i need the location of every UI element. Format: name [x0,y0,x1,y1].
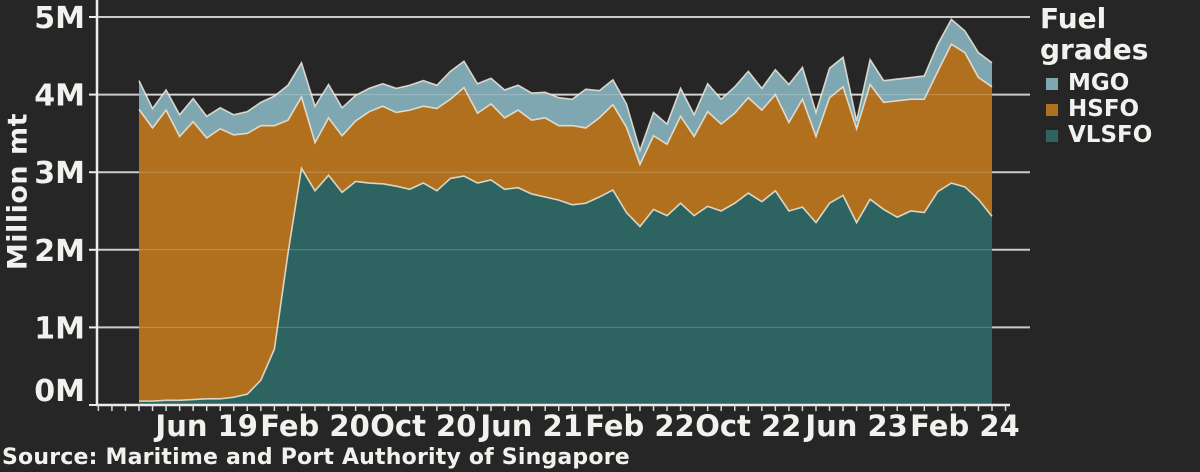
y-tick-label: 3M [34,156,85,191]
area-vlsfo [139,168,992,405]
area-edge-mgo [138,18,993,154]
legend-items: MGO HSFO VLSFO [1038,71,1200,149]
legend-item-hsfo: HSFO [1046,97,1200,123]
legend: Fuel grades MGO HSFO VLSFO [1038,2,1200,149]
area-mgo [139,19,992,165]
x-tick-label: Feb 20 [260,409,370,443]
legend-label: VLSFO [1068,122,1153,149]
x-tick-label: Feb 22 [585,409,695,443]
x-tick-label: Feb 24 [910,409,1020,443]
legend-label: MGO [1068,70,1130,97]
x-tick-label: Oct 22 [695,409,801,443]
area-edge-vlsfo [139,166,993,402]
x-tick-label: Jun 21 [478,409,583,443]
area-edge-hsfo [138,43,993,167]
legend-swatch-icon [1046,129,1058,142]
y-tick-label: 2M [34,234,85,269]
x-tick-label: Oct 20 [370,409,476,443]
y-tick-label: 0M [34,374,85,409]
legend-swatch-icon [1046,103,1058,116]
y-tick-label: 5M [34,1,85,36]
legend-swatch-icon [1046,77,1058,90]
y-axis-title: Million mt [2,112,34,271]
y-tick-label: 1M [34,311,85,346]
legend-label: HSFO [1068,96,1140,123]
legend-item-mgo: MGO [1046,71,1200,97]
y-tick-label: 4M [34,79,85,114]
legend-title: Fuel grades [1040,2,1149,66]
area-hsfo [139,44,992,402]
x-tick-label: Jun 19 [153,409,258,443]
legend-item-vlsfo: VLSFO [1046,123,1200,149]
x-tick-label: Jun 23 [803,409,908,443]
source-attribution: Source: Maritime and Port Authority of S… [2,445,630,470]
